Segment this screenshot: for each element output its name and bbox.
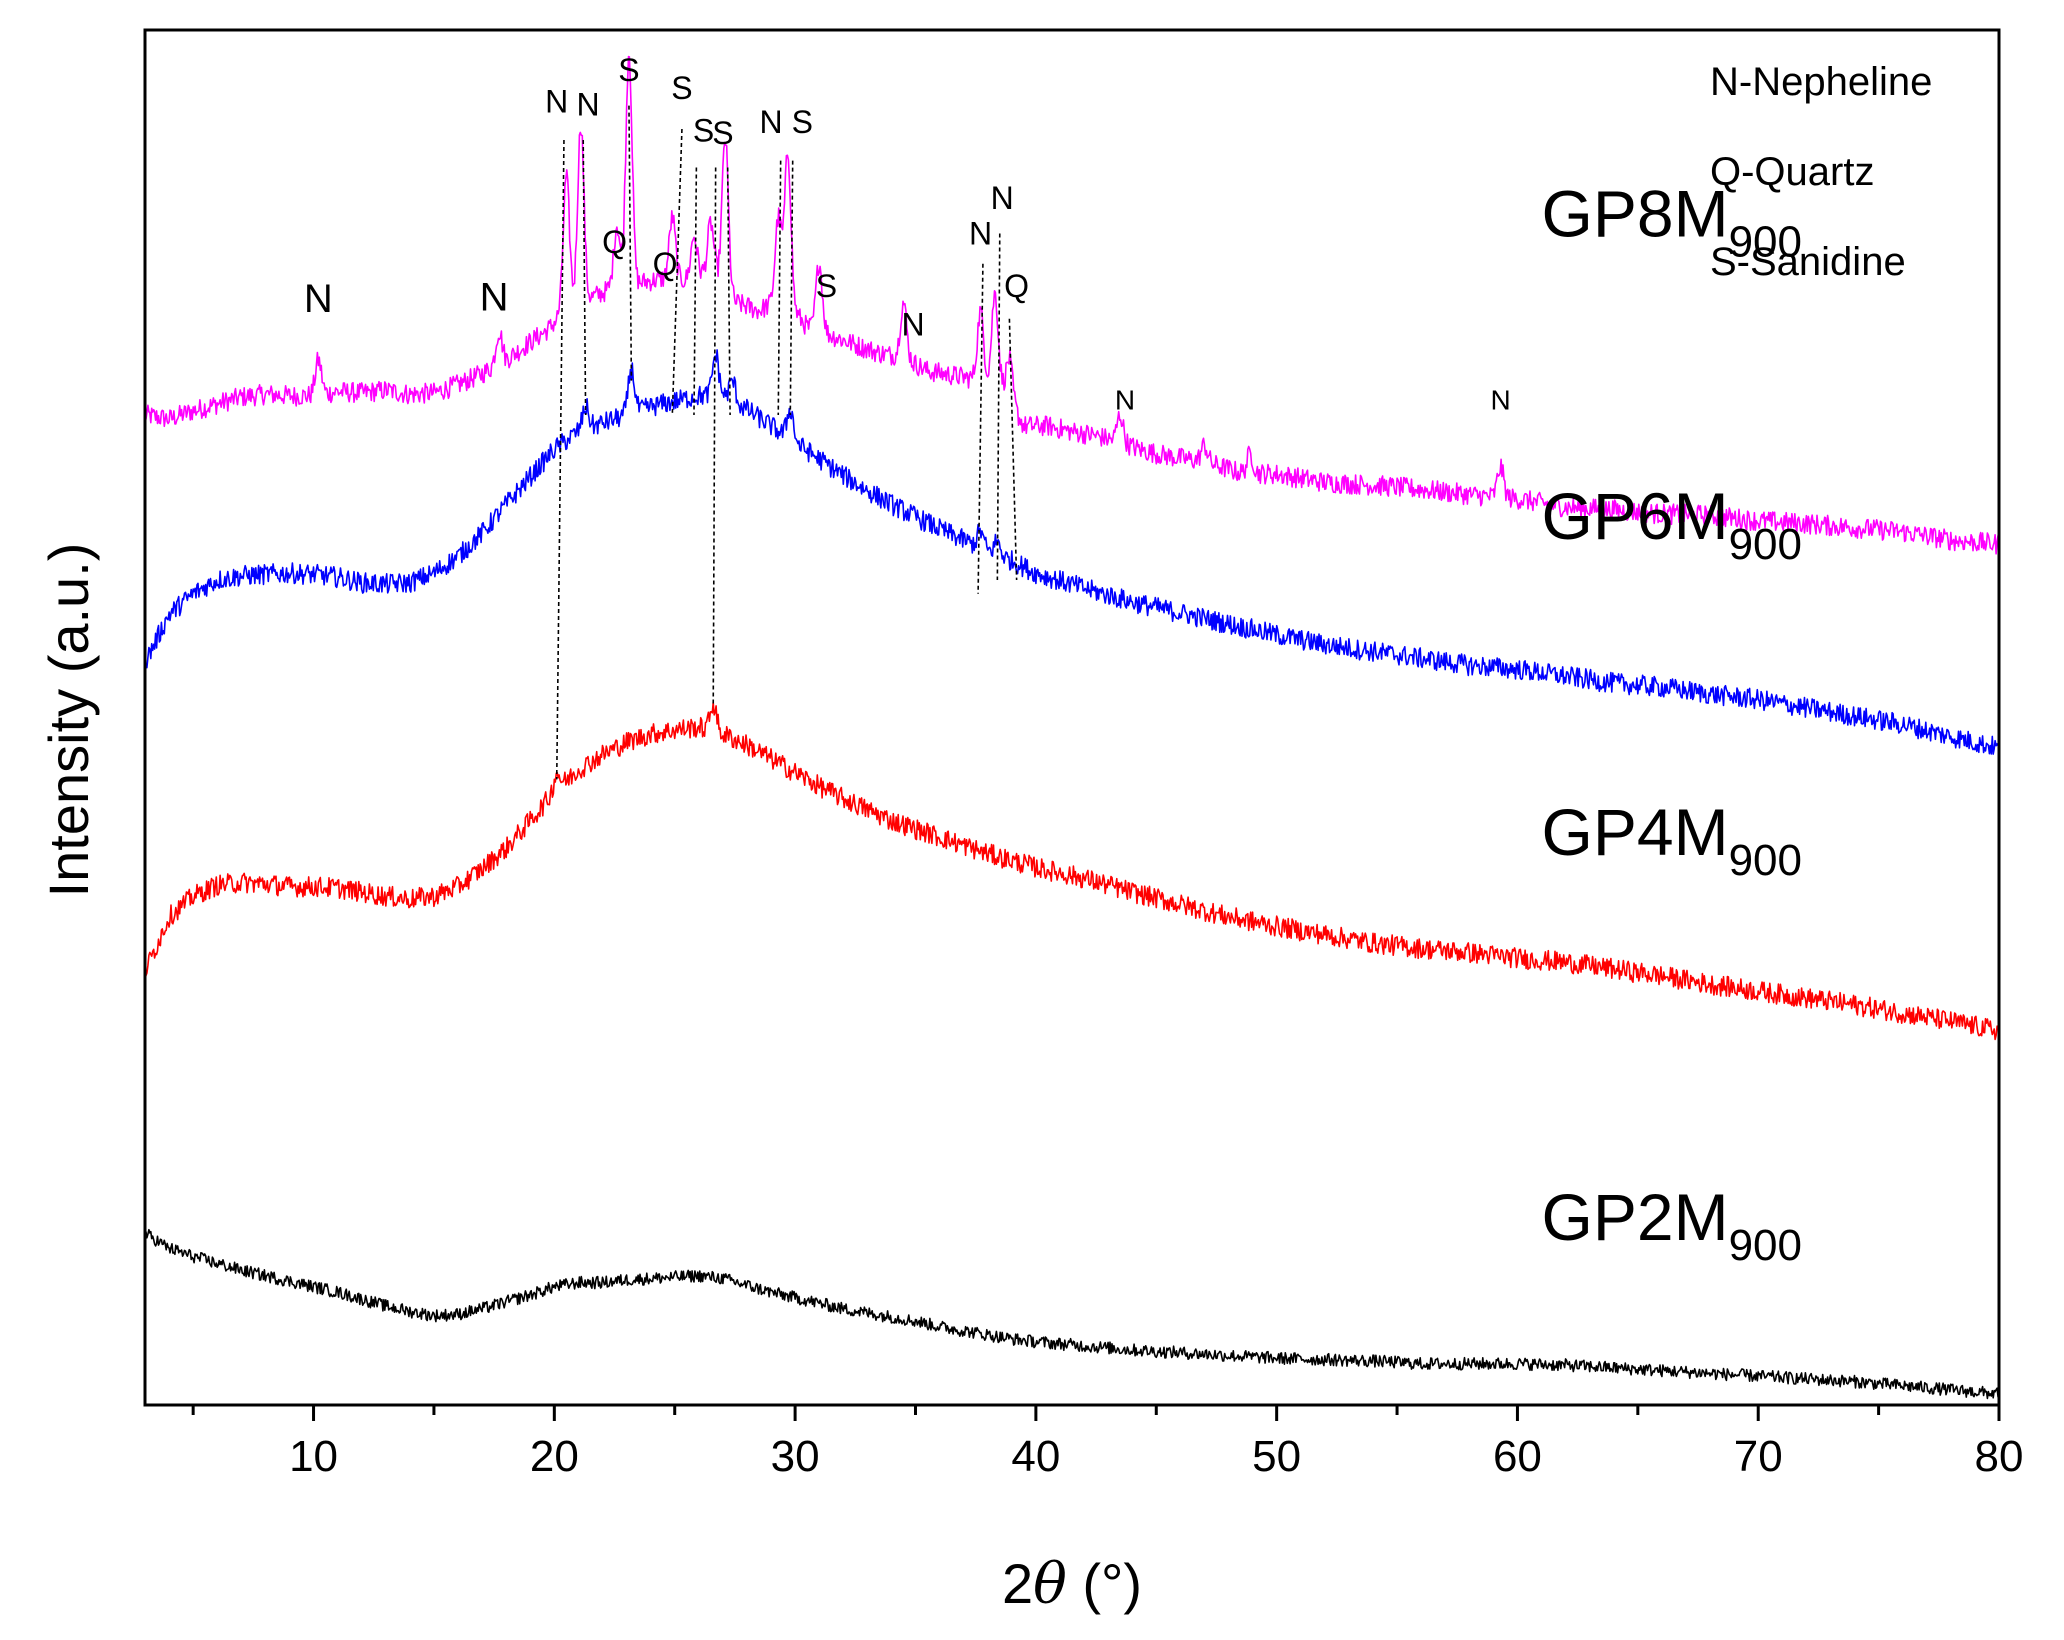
peak-label: S bbox=[693, 112, 714, 148]
peak-label: N bbox=[969, 216, 992, 252]
guide-line bbox=[712, 167, 717, 704]
peak-label: S bbox=[618, 52, 639, 88]
series-line-gp8m bbox=[144, 55, 2000, 555]
series-label-gp8m: GP8M900 bbox=[1542, 176, 1802, 266]
peak-label: N bbox=[576, 86, 599, 122]
peak-label: N bbox=[480, 276, 509, 320]
series-line-gp2m bbox=[144, 1228, 2000, 1400]
peak-label: N bbox=[1490, 385, 1510, 416]
guide-line bbox=[777, 160, 782, 416]
guide-line bbox=[693, 167, 698, 416]
x-tick-label: 10 bbox=[289, 1432, 338, 1481]
guide-line bbox=[726, 167, 731, 416]
peak-label: N bbox=[902, 306, 925, 342]
peak-label: N bbox=[991, 180, 1014, 216]
x-tick-label: 60 bbox=[1493, 1432, 1542, 1481]
peak-label: Q bbox=[653, 246, 678, 282]
guide-line bbox=[977, 263, 984, 594]
x-tick-label: 50 bbox=[1252, 1432, 1301, 1481]
x-axis-ticks: 10 20 30 40 50 60 70 80 bbox=[191, 1405, 2024, 1481]
guide-line bbox=[628, 105, 633, 381]
guide-line bbox=[1008, 318, 1018, 581]
guide-lines bbox=[555, 105, 1018, 780]
series-label-gp2m: GP2M900 bbox=[1542, 1180, 1802, 1270]
y-axis-label: Intensity (a.u.) bbox=[37, 543, 100, 898]
x-axis-label: 2θ (°) bbox=[1002, 1552, 1142, 1617]
peak-label: N bbox=[304, 277, 333, 321]
peak-label: N bbox=[759, 104, 782, 140]
legend-entry: S-Sanidine bbox=[1710, 240, 1906, 284]
series-label-gp6m: GP6M900 bbox=[1542, 479, 1802, 569]
series-labels: GP8M900 GP6M900 GP4M900 GP2M900 bbox=[1542, 176, 1802, 1270]
peak-label: N bbox=[1115, 385, 1135, 416]
guide-line bbox=[996, 233, 1001, 581]
guide-line bbox=[555, 139, 565, 780]
peak-label: S bbox=[816, 268, 837, 304]
plot-frame bbox=[143, 28, 2001, 1407]
series-line-gp4m bbox=[144, 701, 2000, 1041]
series-label-gp4m: GP4M900 bbox=[1542, 795, 1802, 885]
phase-legend: N-Nepheline Q-Quartz S-Sanidine bbox=[1710, 60, 1932, 284]
x-tick-label: 20 bbox=[530, 1432, 579, 1481]
legend-entry: Q-Quartz bbox=[1710, 150, 1874, 194]
guide-line bbox=[789, 160, 794, 416]
series-layer bbox=[144, 55, 2000, 1400]
series-line-gp6m bbox=[144, 349, 2000, 755]
x-tick-label: 30 bbox=[771, 1432, 820, 1481]
guide-line bbox=[582, 139, 587, 416]
peak-label: Q bbox=[1004, 268, 1029, 304]
peak-label: S bbox=[671, 70, 692, 106]
x-tick-label: 80 bbox=[1975, 1432, 2024, 1481]
peak-label: S bbox=[712, 115, 733, 151]
peak-label: Q bbox=[602, 224, 627, 260]
peak-label: S bbox=[792, 104, 813, 140]
guide-line bbox=[671, 128, 683, 416]
x-tick-label: 40 bbox=[1011, 1432, 1060, 1481]
x-tick-label: 70 bbox=[1734, 1432, 1783, 1481]
peak-label: N bbox=[545, 84, 568, 120]
legend-entry: N-Nepheline bbox=[1710, 60, 1932, 104]
